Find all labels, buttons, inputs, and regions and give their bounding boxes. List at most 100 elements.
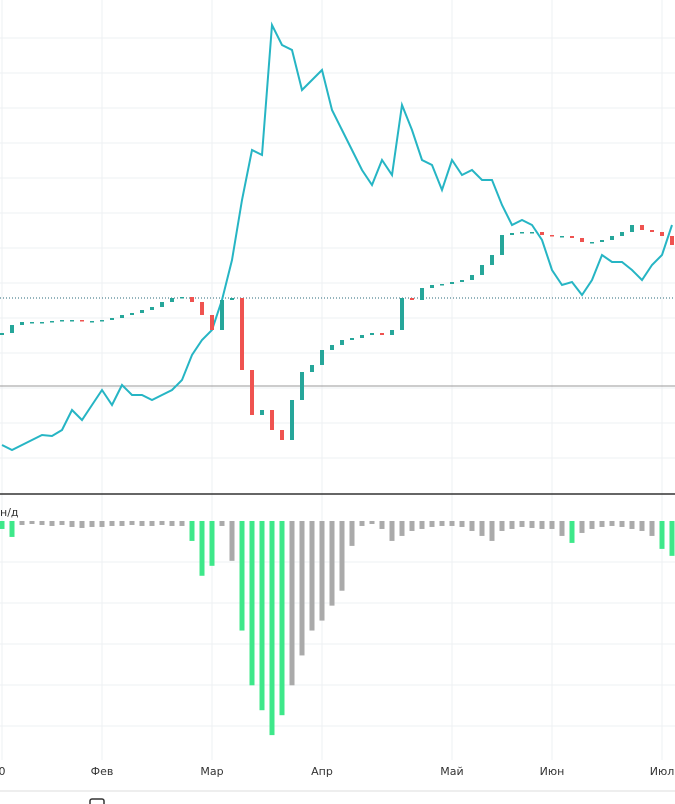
- candle: [160, 302, 164, 307]
- histogram-bar: [539, 521, 545, 529]
- histogram-bar: [159, 521, 165, 525]
- line: [1, 21, 673, 452]
- histogram-bar: [269, 521, 275, 736]
- histogram-bar: [139, 521, 145, 526]
- histogram-bar: [189, 521, 195, 541]
- candle: [110, 318, 114, 320]
- candle: [570, 236, 574, 238]
- candle: [580, 238, 584, 242]
- histogram-bar: [249, 521, 255, 686]
- candle: [10, 325, 14, 333]
- x-tick-label: Мар: [200, 765, 223, 778]
- candle: [190, 297, 194, 302]
- histogram-bar: [439, 521, 445, 526]
- histogram-bar: [129, 521, 135, 525]
- histogram-bar: [429, 521, 435, 527]
- histogram-bar: [329, 521, 335, 606]
- histogram-bar: [599, 521, 605, 527]
- x-tick-label: 0: [0, 765, 6, 778]
- candle: [550, 235, 554, 237]
- histogram-bar: [19, 521, 25, 525]
- histogram-bar: [149, 521, 155, 526]
- candle: [150, 307, 154, 310]
- candle: [40, 322, 44, 324]
- candle: [280, 430, 284, 440]
- histogram-bar: [359, 521, 365, 526]
- candle: [340, 340, 344, 345]
- histogram-bar: [199, 521, 205, 576]
- histogram-bar: [319, 521, 325, 621]
- histogram-bar: [559, 521, 565, 536]
- histogram-bar: [309, 521, 315, 631]
- histogram-bar: [259, 521, 265, 711]
- candle: [250, 370, 254, 415]
- histogram-bar: [549, 521, 555, 529]
- candle: [610, 236, 614, 240]
- histogram-bar: [59, 521, 65, 525]
- candle: [490, 255, 494, 265]
- candle: [180, 297, 184, 299]
- candle: [120, 315, 124, 318]
- candle: [590, 242, 594, 244]
- candle: [290, 400, 294, 440]
- histogram-bar: [659, 521, 665, 549]
- histogram-bar: [409, 521, 415, 531]
- histogram-bar: [379, 521, 385, 529]
- x-tick-label: Апр: [311, 765, 333, 778]
- candle: [50, 321, 54, 323]
- candle: [330, 345, 334, 350]
- candle: [390, 330, 394, 335]
- x-tick-label: Июл: [650, 765, 675, 778]
- histogram-bar: [339, 521, 345, 591]
- calendar-icon[interactable]: [89, 798, 105, 804]
- x-tick-label: Май: [440, 765, 463, 778]
- candle: [230, 298, 234, 300]
- histogram-bar: [49, 521, 55, 526]
- histogram-bar: [589, 521, 595, 529]
- histogram-bar: [109, 521, 115, 526]
- histogram-bar: [499, 521, 505, 531]
- candle: [660, 232, 664, 236]
- candle: [70, 320, 74, 322]
- histogram-bar: [579, 521, 585, 533]
- histogram-bar: [639, 521, 645, 531]
- histogram-bar: [0, 521, 5, 529]
- candle: [300, 372, 304, 400]
- histogram-bar: [509, 521, 515, 529]
- candle: [310, 365, 314, 372]
- x-tick-label: Июн: [540, 765, 565, 778]
- candle: [620, 232, 624, 236]
- x-tick-label: Фев: [91, 765, 114, 778]
- candle: [480, 265, 484, 275]
- candle: [470, 275, 474, 280]
- candle: [320, 350, 324, 365]
- histogram-bar: [279, 521, 285, 716]
- candle: [450, 282, 454, 284]
- histogram-bar: [459, 521, 465, 527]
- histogram-bar: [419, 521, 425, 529]
- histogram-bar: [449, 521, 455, 526]
- histogram-bar: [39, 521, 45, 525]
- candle: [170, 298, 174, 302]
- histogram-bar: [529, 521, 535, 528]
- candle: [670, 236, 674, 245]
- candle: [640, 225, 644, 230]
- histogram-bar: [469, 521, 475, 531]
- histogram-bar: [209, 521, 215, 566]
- candle: [30, 322, 34, 324]
- histogram-bar: [389, 521, 395, 541]
- candle: [20, 322, 24, 325]
- histogram-bar: [219, 521, 225, 526]
- candle: [350, 338, 354, 340]
- candle: [0, 333, 4, 335]
- calendar-icon-body[interactable]: [89, 798, 105, 804]
- candle: [200, 302, 204, 315]
- histogram-bar: [79, 521, 85, 528]
- indicator-label: н/д: [0, 506, 19, 519]
- histogram-bar: [29, 521, 35, 524]
- candle: [60, 320, 64, 322]
- candle: [370, 333, 374, 335]
- candle: [510, 233, 514, 235]
- histogram-bar: [519, 521, 525, 527]
